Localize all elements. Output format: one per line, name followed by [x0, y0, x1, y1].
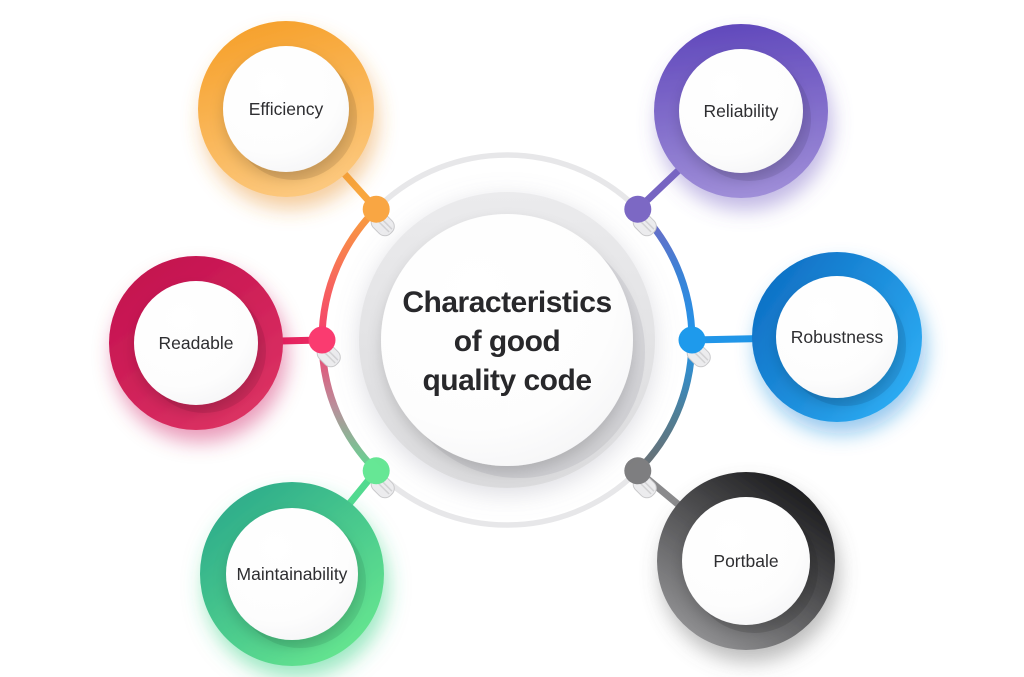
node-efficiency: Efficiency: [198, 21, 374, 197]
node-maintainability-label: Maintainability: [237, 564, 348, 584]
node-robustness-inner: [776, 276, 898, 398]
dot-portbale: [624, 457, 652, 485]
node-robustness-label: Robustness: [791, 327, 884, 347]
node-readable-inner: [134, 281, 258, 405]
node-reliability-inner: [679, 49, 803, 173]
node-efficiency-label: Efficiency: [249, 99, 324, 119]
node-readable: Readable: [109, 256, 283, 430]
node-portbale-label: Portbale: [713, 551, 778, 571]
node-portbale-inner: [682, 497, 810, 625]
node-readable-label: Readable: [159, 333, 234, 353]
node-portbale: Portbale: [657, 472, 835, 650]
dot-robustness: [678, 326, 706, 354]
node-maintainability: Maintainability: [200, 482, 384, 666]
node-efficiency-inner: [223, 46, 349, 172]
dot-efficiency: [362, 195, 390, 223]
node-reliability-label: Reliability: [704, 101, 779, 121]
center-title-line-3: quality code: [422, 364, 591, 397]
center-title-line-1: Characteristics: [402, 286, 611, 319]
node-maintainability-inner: [226, 508, 358, 640]
center-inner-circle: [381, 214, 633, 466]
center-node: Characteristics of good quality code: [359, 192, 655, 488]
node-reliability: Reliability: [654, 24, 828, 198]
node-robustness: Robustness: [752, 252, 922, 422]
dot-readable: [308, 326, 336, 354]
center-title-line-2: of good: [454, 325, 560, 358]
dot-reliability: [624, 195, 652, 223]
dot-maintainability: [362, 457, 390, 485]
